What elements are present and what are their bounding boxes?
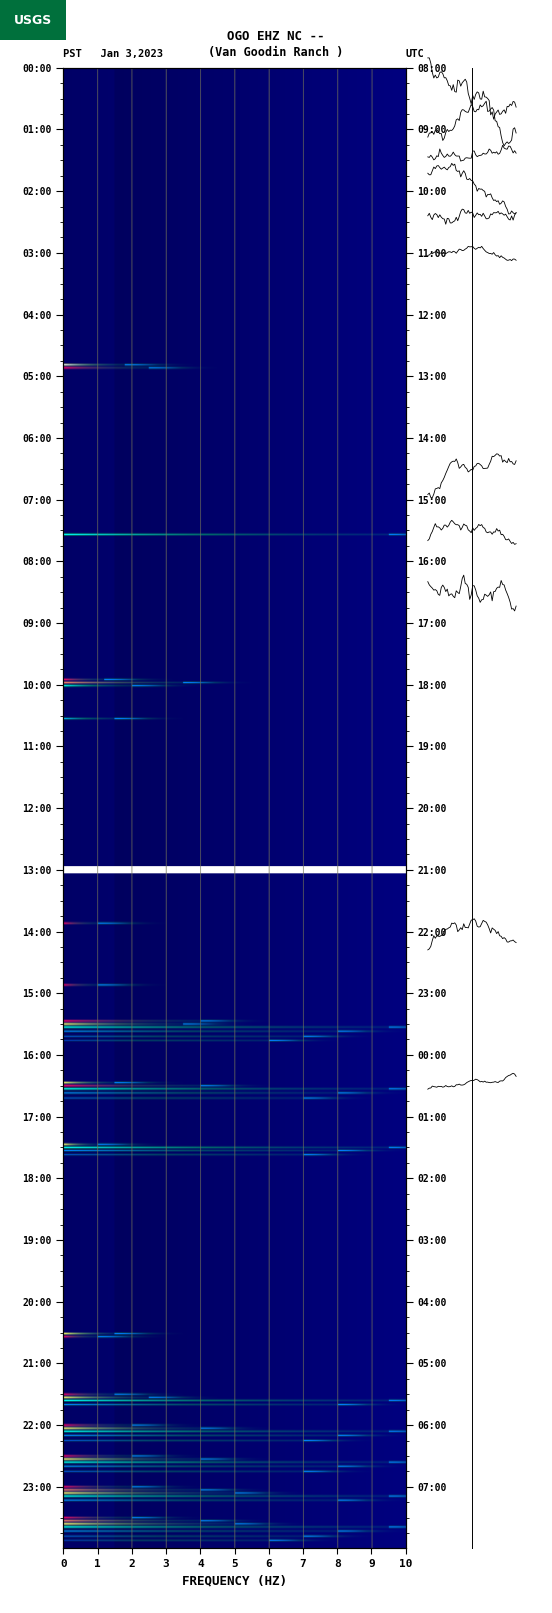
Text: USGS: USGS: [14, 13, 52, 27]
Text: (Van Goodin Ranch ): (Van Goodin Ranch ): [208, 45, 344, 58]
Text: OGO EHZ NC --: OGO EHZ NC --: [227, 29, 325, 44]
X-axis label: FREQUENCY (HZ): FREQUENCY (HZ): [182, 1574, 287, 1587]
Text: PST   Jan 3,2023: PST Jan 3,2023: [63, 48, 163, 58]
Text: UTC: UTC: [406, 48, 424, 58]
